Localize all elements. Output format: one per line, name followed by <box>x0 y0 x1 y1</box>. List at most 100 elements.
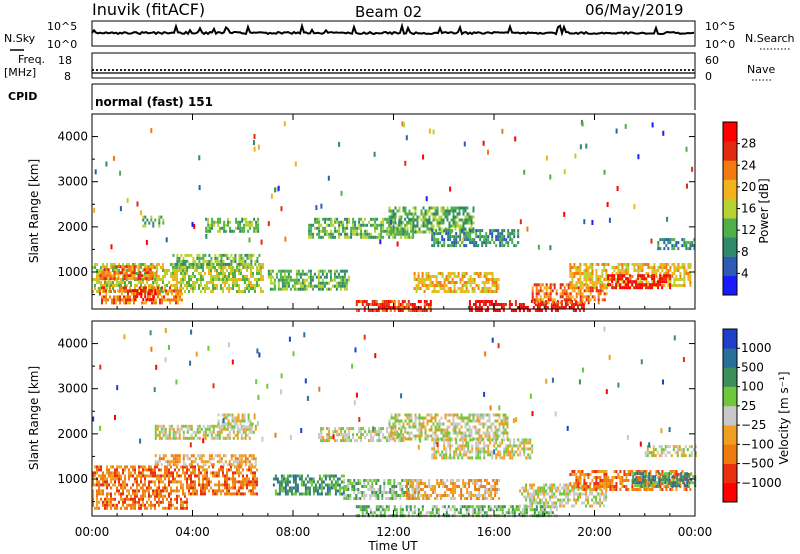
heatmap-cell <box>637 272 640 275</box>
heatmap-cell <box>455 244 458 248</box>
heatmap-cell <box>471 241 474 245</box>
heatmap-cell <box>501 235 504 239</box>
heatmap-cell <box>469 456 472 460</box>
heatmap-cell <box>498 309 501 312</box>
heatmap-cell <box>425 275 428 278</box>
heatmap-cell <box>400 425 403 429</box>
heatmap-cell <box>124 284 126 287</box>
heatmap-cell <box>609 278 612 281</box>
heatmap-cell <box>232 486 234 490</box>
heatmap-cell <box>314 220 317 224</box>
heatmap-cell <box>164 489 166 493</box>
heatmap-cell <box>503 235 506 239</box>
heatmap-cell <box>498 425 501 429</box>
heatmap-cell <box>444 209 447 213</box>
heatmap-cell <box>645 277 648 281</box>
heatmap-cell <box>316 480 319 484</box>
heatmap-cell <box>144 468 146 472</box>
heatmap-cell <box>100 266 102 269</box>
heatmap-cell <box>246 480 248 484</box>
heatmap-cell <box>437 438 440 442</box>
heatmap-cell <box>256 256 259 260</box>
heatmap-cell <box>234 492 236 496</box>
heatmap-cell <box>625 281 628 284</box>
heatmap-cell <box>98 269 100 272</box>
heatmap-cell <box>400 217 403 221</box>
heatmap-cell <box>326 223 329 227</box>
heatmap-cell <box>217 413 220 417</box>
heatmap-cell <box>486 428 489 432</box>
heatmap-cell <box>220 259 223 263</box>
heatmap-cell <box>92 494 94 498</box>
heatmap-cell <box>511 456 514 460</box>
heatmap-cell <box>159 292 161 296</box>
heatmap-cell <box>232 259 235 263</box>
heatmap-cell <box>467 238 470 242</box>
heatmap-cell <box>502 309 505 312</box>
heatmap-cell <box>434 212 437 216</box>
heatmap-cell <box>229 220 232 224</box>
heatmap-cell <box>116 468 118 472</box>
heatmap-cell <box>365 300 368 303</box>
heatmap-cell <box>470 309 473 312</box>
heatmap-cell <box>583 275 586 278</box>
heatmap-cell <box>190 433 193 437</box>
heatmap-cell <box>587 286 590 290</box>
heatmap-cell <box>167 298 169 302</box>
heatmap-cell <box>208 430 211 434</box>
heatmap-cell <box>205 229 208 233</box>
heatmap-cell <box>240 433 243 437</box>
heatmap-cell <box>331 284 334 288</box>
scatter-echo <box>545 155 548 161</box>
heatmap-cell <box>134 295 137 299</box>
heatmap-cell <box>378 436 381 440</box>
heatmap-cell <box>338 477 341 481</box>
heatmap-cell <box>526 306 529 309</box>
heatmap-cell <box>258 278 260 281</box>
heatmap-cell <box>142 215 145 219</box>
heatmap-cell <box>142 465 144 469</box>
heatmap-cell <box>121 286 123 290</box>
heatmap-cell <box>421 278 424 281</box>
heatmap-cell <box>462 224 465 228</box>
heatmap-cell <box>190 262 193 266</box>
heatmap-cell <box>258 272 260 275</box>
heatmap-cell <box>300 474 303 478</box>
heatmap-cell <box>673 284 676 287</box>
heatmap-cell <box>113 301 115 305</box>
scatter-echo <box>537 244 540 250</box>
heatmap-cell <box>373 303 376 306</box>
heatmap-cell <box>482 437 485 441</box>
heatmap-cell <box>451 229 454 233</box>
heatmap-cell <box>216 489 218 493</box>
heatmap-cell <box>260 278 262 281</box>
heatmap-cell <box>445 229 448 233</box>
heatmap-cell <box>663 266 666 269</box>
heatmap-cell <box>303 278 306 282</box>
heatmap-cell <box>158 494 160 498</box>
heatmap-cell <box>254 463 257 467</box>
heatmap-cell <box>410 437 413 441</box>
heatmap-cell <box>378 433 381 437</box>
heatmap-cell <box>371 309 374 312</box>
heatmap-cell <box>589 292 592 296</box>
heatmap-cell <box>333 269 336 273</box>
heatmap-cell <box>474 425 477 429</box>
heatmap-cell <box>105 268 108 272</box>
heatmap-cell <box>627 280 630 284</box>
heatmap-cell <box>527 438 530 442</box>
heatmap-cell <box>388 425 391 429</box>
scatter-echo <box>603 169 606 175</box>
heatmap-cell <box>677 241 680 245</box>
heatmap-cell <box>433 244 436 248</box>
heatmap-cell <box>673 281 676 284</box>
heatmap-cell <box>414 419 417 423</box>
heatmap-cell <box>408 218 411 222</box>
heatmap-cell <box>416 428 419 432</box>
heatmap-cell <box>499 441 502 445</box>
heatmap-cell <box>380 232 383 236</box>
heatmap-cell <box>317 275 320 279</box>
heatmap-cell <box>659 274 662 278</box>
heatmap-cell <box>226 281 228 284</box>
heatmap-cell <box>376 235 379 239</box>
